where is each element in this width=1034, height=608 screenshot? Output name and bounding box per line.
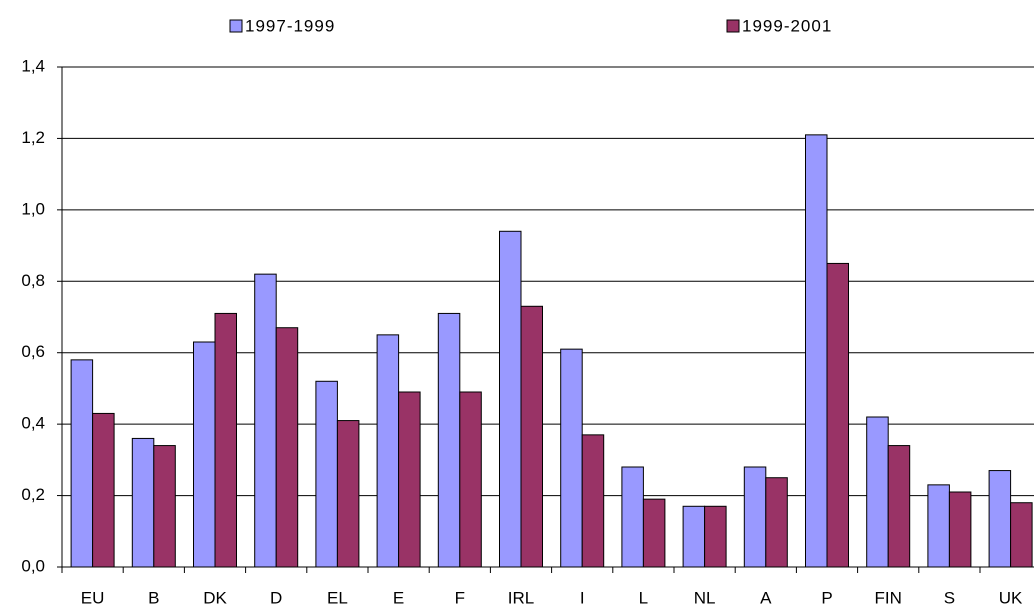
bar	[437, 312, 461, 568]
bar	[459, 391, 482, 568]
bar	[254, 273, 277, 568]
y-tick-label: 1,0	[21, 199, 45, 218]
x-tick-label: B	[148, 588, 159, 607]
bar	[275, 327, 299, 568]
bar	[927, 484, 950, 568]
bar	[887, 445, 911, 568]
bar	[214, 312, 237, 568]
bar	[805, 134, 828, 568]
bar	[398, 391, 421, 568]
x-tick-label: S	[944, 588, 955, 607]
bar	[826, 262, 849, 568]
legend-swatch	[726, 19, 740, 33]
bar	[336, 420, 360, 568]
x-tick-label: L	[639, 588, 648, 607]
bar	[948, 491, 972, 568]
x-tick-label: A	[760, 588, 772, 607]
bar	[153, 445, 176, 568]
y-tick-label: 0,0	[21, 556, 45, 575]
legend-swatch	[229, 19, 243, 33]
y-tick-label: 1,4	[21, 56, 45, 75]
bar	[682, 505, 706, 568]
y-tick-label: 0,8	[21, 271, 45, 290]
bar	[520, 305, 543, 568]
bar	[376, 334, 400, 568]
bar	[1010, 502, 1033, 568]
x-tick-label: E	[393, 588, 404, 607]
bar	[642, 498, 666, 568]
x-tick-label: F	[455, 588, 465, 607]
bar	[704, 505, 727, 568]
x-tick-label: EL	[327, 588, 348, 607]
y-tick-label: 0,4	[21, 414, 45, 433]
bar	[193, 341, 216, 568]
bar	[621, 466, 644, 568]
legend-label: 1999-2001	[742, 16, 832, 35]
bar	[743, 466, 767, 568]
y-tick-label: 0,2	[21, 485, 45, 504]
bar	[131, 437, 155, 568]
bar	[765, 477, 788, 568]
bar	[988, 470, 1012, 568]
x-tick-label: FIN	[875, 588, 902, 607]
legend-label: 1997-1999	[245, 16, 335, 35]
x-tick-label: D	[270, 588, 282, 607]
x-tick-label: I	[580, 588, 585, 607]
x-tick-label: IRL	[508, 588, 534, 607]
bar	[92, 412, 115, 568]
x-tick-label: DK	[203, 588, 227, 607]
x-tick-label: UK	[999, 588, 1023, 607]
y-tick-label: 1,2	[21, 128, 45, 147]
x-tick-label: P	[821, 588, 832, 607]
bar	[866, 416, 889, 568]
bar	[70, 359, 94, 568]
x-tick-label: NL	[694, 588, 716, 607]
x-tick-label: EU	[81, 588, 105, 607]
bar	[499, 230, 522, 568]
bar	[581, 434, 605, 568]
y-tick-label: 0,6	[21, 342, 45, 361]
bar	[315, 380, 338, 568]
bar	[560, 348, 583, 568]
